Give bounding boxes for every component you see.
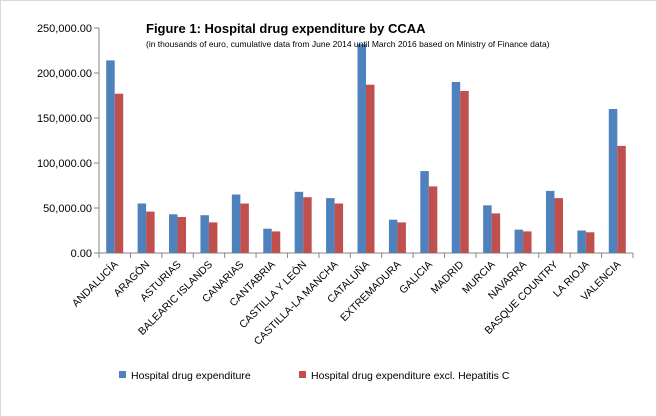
bars: [106, 44, 626, 254]
bar-excl-hepatitis-c: [366, 84, 375, 253]
bar-excl-hepatitis-c: [240, 203, 249, 253]
bar-hospital-drug-expenditure: [483, 205, 492, 253]
bar-excl-hepatitis-c: [523, 231, 532, 253]
y-tick-label: 150,000.00: [37, 113, 92, 125]
bar-excl-hepatitis-c: [177, 217, 187, 253]
bar-excl-hepatitis-c: [428, 186, 438, 253]
category-label: ANDALUCÍA: [69, 258, 121, 310]
bar-hospital-drug-expenditure: [294, 191, 304, 253]
bar-excl-hepatitis-c: [491, 213, 501, 253]
bar-hospital-drug-expenditure: [200, 215, 209, 253]
bar-excl-hepatitis-c: [146, 211, 155, 253]
bar-hospital-drug-expenditure: [577, 230, 586, 253]
bar-excl-hepatitis-c: [617, 145, 626, 253]
y-tick-label: 0.00: [71, 248, 92, 260]
bar-hospital-drug-expenditure: [326, 198, 335, 253]
bar-excl-hepatitis-c: [460, 91, 469, 253]
bar-hospital-drug-expenditure: [106, 60, 115, 254]
legend-label: Hospital drug expenditure: [131, 370, 251, 382]
legend-swatch: [119, 371, 126, 378]
category-label: GALICIA: [397, 259, 435, 297]
bar-excl-hepatitis-c: [271, 231, 281, 253]
legend-swatch: [299, 371, 306, 378]
category-label: MADRID: [429, 258, 467, 296]
chart-title: Figure 1: Hospital drug expenditure by C…: [146, 21, 426, 36]
chart-subtitle: (in thousands of euro, cumulative data f…: [146, 39, 550, 49]
bar-hospital-drug-expenditure: [137, 203, 147, 253]
category-label: EXTREMADURA: [338, 259, 403, 324]
bar-hospital-drug-expenditure: [388, 219, 398, 253]
bar-hospital-drug-expenditure: [451, 82, 461, 253]
bar-hospital-drug-expenditure: [263, 228, 272, 253]
y-tick-label: 100,000.00: [37, 158, 92, 170]
bar-hospital-drug-expenditure: [608, 109, 618, 253]
bar-excl-hepatitis-c: [554, 198, 563, 253]
y-tick-label: 250,000.00: [37, 23, 92, 35]
bar-hospital-drug-expenditure: [514, 229, 524, 253]
bar-hospital-drug-expenditure: [357, 44, 366, 254]
legend-label: Hospital drug expenditure excl. Hepatiti…: [311, 370, 510, 382]
bar-excl-hepatitis-c: [585, 232, 595, 253]
bar-hospital-drug-expenditure: [420, 171, 429, 253]
bar-excl-hepatitis-c: [303, 197, 312, 253]
bar-excl-hepatitis-c: [397, 222, 406, 253]
bar-excl-hepatitis-c: [208, 222, 218, 253]
bar-excl-hepatitis-c: [334, 203, 344, 253]
legend: Hospital drug expenditure Hospital drug e…: [119, 370, 510, 382]
axes: 0.00 50,000.00 100,000.00 150,000.00 200,000…: [37, 23, 634, 260]
bar-hospital-drug-expenditure: [169, 214, 178, 253]
bar-excl-hepatitis-c: [114, 93, 124, 253]
y-tick-label: 50,000.00: [43, 203, 92, 215]
bar-hospital-drug-expenditure: [545, 190, 555, 253]
y-tick-label: 200,000.00: [37, 68, 92, 80]
bar-hospital-drug-expenditure: [231, 194, 241, 253]
